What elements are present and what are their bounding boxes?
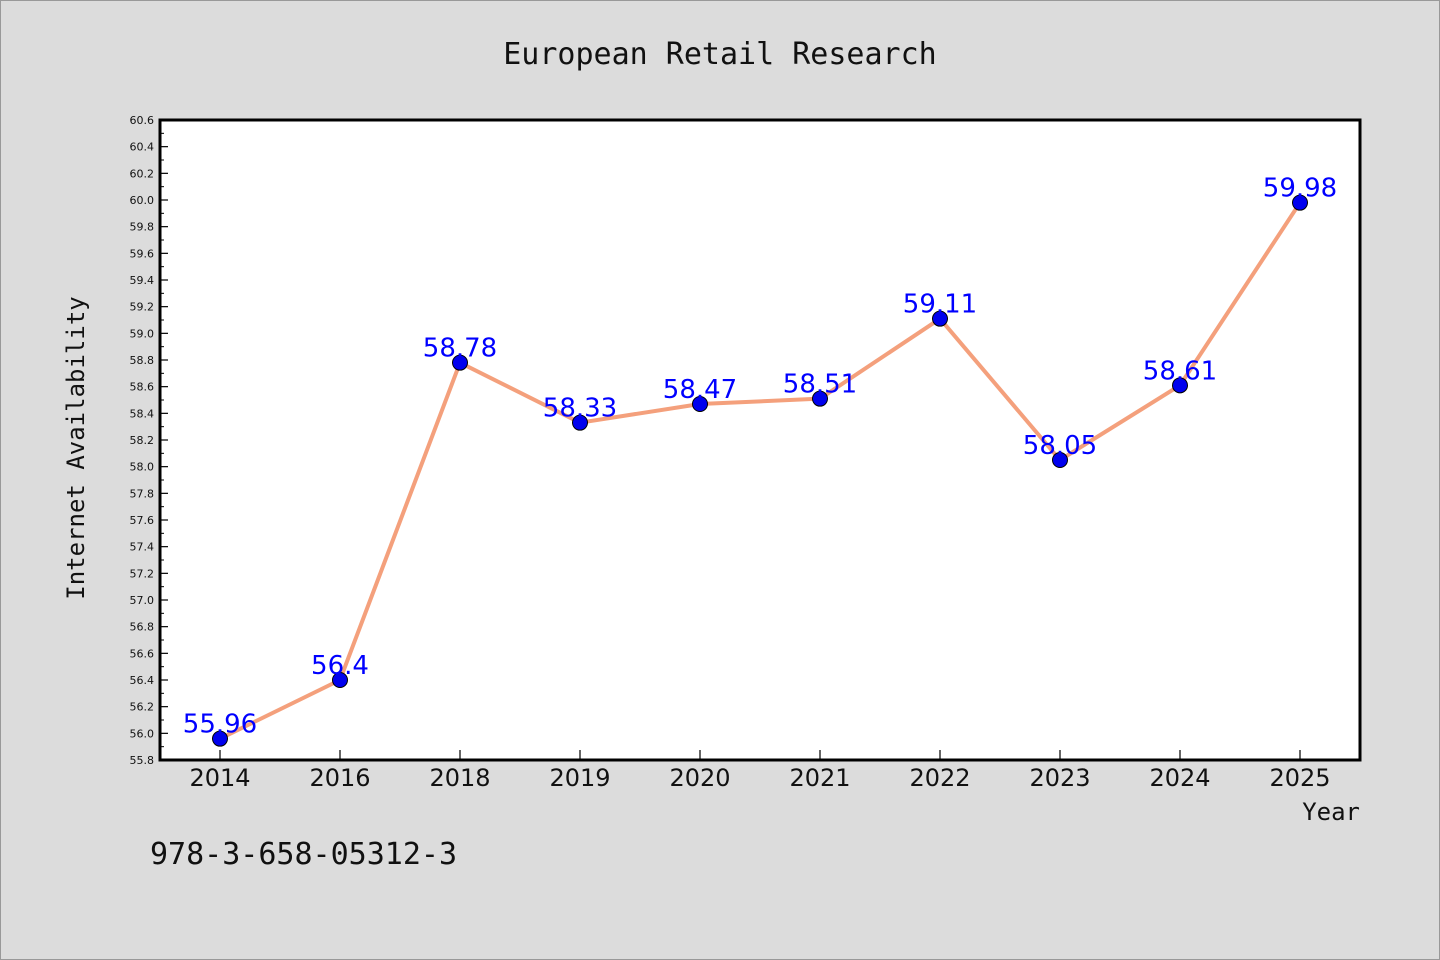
- series-line: [218, 200, 1302, 741]
- data-label: 58.47: [663, 375, 737, 405]
- data-label: 58.51: [783, 370, 857, 400]
- y-tick-label: 58.0: [130, 461, 155, 474]
- series-layer: [212, 194, 1308, 747]
- data-point: [692, 396, 708, 412]
- data-point: [812, 390, 828, 407]
- y-tick-label: 56.6: [130, 647, 155, 660]
- data-point: [1292, 194, 1308, 211]
- plot-frame: [158, 118, 1362, 762]
- y-tick-label: 56.0: [130, 727, 155, 740]
- x-axis-title: Year: [1302, 798, 1360, 826]
- y-tick-label: 58.6: [130, 381, 155, 394]
- x-tick-label: 2019: [549, 764, 610, 792]
- data-label: 55.96: [183, 710, 257, 740]
- data-point: [1052, 452, 1068, 468]
- y-tick-label: 57.0: [130, 594, 155, 607]
- x-tick-label: 2024: [1149, 764, 1210, 792]
- y-tick-label: 57.4: [130, 541, 155, 554]
- y-tick-label: 56.4: [130, 674, 155, 687]
- data-point: [572, 414, 588, 431]
- x-tick-label: 2018: [429, 764, 490, 792]
- data-label: 58.61: [1143, 356, 1217, 386]
- data-label: 56.4: [311, 651, 369, 681]
- x-tick-label: 2025: [1269, 764, 1330, 792]
- y-tick-label: 56.2: [130, 701, 155, 714]
- footer-code: 978-3-658-05312-3: [150, 837, 457, 872]
- data-label: 58.05: [1023, 431, 1097, 461]
- y-tick-label: 59.0: [130, 327, 155, 340]
- y-tick-label: 60.0: [130, 194, 155, 207]
- y-tick-label: 55.8: [130, 754, 155, 767]
- y-tick-label: 59.8: [130, 221, 155, 234]
- x-tick-label: 2023: [1029, 764, 1090, 792]
- x-tick-label: 2014: [189, 764, 250, 792]
- y-tick-label: 60.6: [130, 114, 155, 127]
- data-point: [212, 730, 228, 747]
- data-label: 58.33: [543, 394, 617, 424]
- x-tick-label: 2020: [669, 764, 730, 792]
- y-tick-label: 60.4: [130, 141, 155, 154]
- data-labels: 55.96 56.4 58.78 58.33 58.47 58.51 59.11 58.05 5…: [183, 174, 1337, 740]
- y-tick-label: 57.2: [130, 567, 155, 580]
- x-axis: 2014 2016 2018 2019 2020 2021 2022 2023 2024 2025: [189, 750, 1331, 792]
- data-point: [332, 672, 348, 688]
- data-point: [452, 354, 468, 371]
- y-tick-label: 58.2: [130, 434, 155, 447]
- chart-title: European Retail Research: [503, 37, 936, 72]
- x-tick-label: 2016: [309, 764, 370, 792]
- data-label: 58.78: [423, 334, 497, 364]
- data-label: 59.11: [903, 290, 977, 320]
- y-axis-title: Internet Availability: [62, 296, 90, 599]
- y-tick-label: 57.8: [130, 487, 155, 500]
- y-tick-label: 59.6: [130, 247, 155, 260]
- y-tick-label: 59.2: [130, 301, 155, 314]
- x-tick-label: 2022: [909, 764, 970, 792]
- y-tick-label: 58.8: [130, 354, 155, 367]
- y-tick-label: 59.4: [130, 274, 155, 287]
- data-point: [932, 310, 948, 327]
- y-tick-label: 56.8: [130, 621, 155, 634]
- y-tick-label: 57.6: [130, 514, 155, 527]
- x-tick-label: 2021: [789, 764, 850, 792]
- data-point: [1172, 377, 1188, 394]
- y-tick-label: 60.2: [130, 167, 155, 180]
- plot-area: [160, 120, 1360, 760]
- data-label: 59.98: [1263, 174, 1337, 204]
- y-tick-label: 58.4: [130, 407, 155, 420]
